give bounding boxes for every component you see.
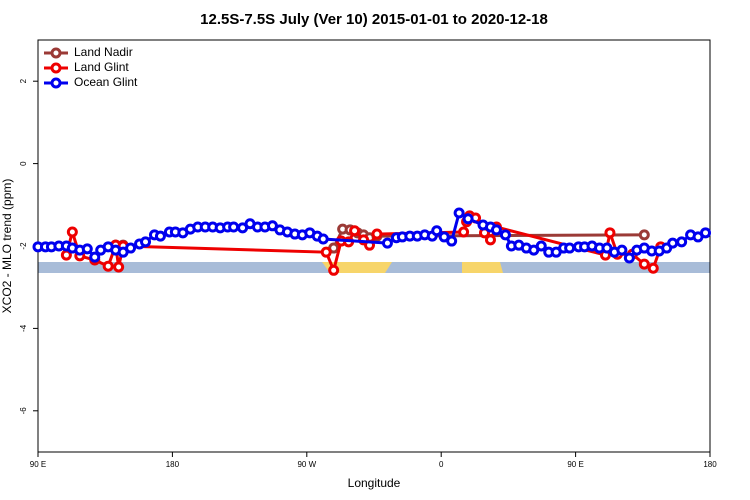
point bbox=[499, 229, 511, 241]
y-tick-label: 0 bbox=[19, 161, 28, 166]
point bbox=[453, 207, 465, 219]
point bbox=[604, 227, 616, 239]
point bbox=[616, 244, 628, 256]
legend-label: Ocean Glint bbox=[74, 75, 138, 89]
point bbox=[154, 230, 166, 242]
point bbox=[140, 236, 152, 248]
point bbox=[102, 260, 114, 272]
point bbox=[317, 233, 329, 245]
y-tick-label: 2 bbox=[19, 78, 28, 83]
point bbox=[638, 258, 650, 270]
point bbox=[623, 252, 635, 264]
x-axis-label: Longitude bbox=[348, 476, 401, 490]
legend-label: Land Glint bbox=[74, 60, 129, 74]
point bbox=[320, 246, 332, 258]
point bbox=[89, 251, 101, 263]
legend-label: Land Nadir bbox=[74, 45, 133, 59]
point bbox=[349, 225, 361, 237]
point bbox=[667, 237, 679, 249]
legend-marker bbox=[50, 47, 62, 59]
y-tick-label: -2 bbox=[19, 242, 28, 250]
surface-strip bbox=[38, 262, 710, 273]
x-tick-label: 180 bbox=[703, 460, 717, 469]
point bbox=[113, 261, 125, 273]
point bbox=[458, 226, 470, 238]
x-tick-label: 90 E bbox=[30, 460, 46, 469]
point bbox=[81, 243, 93, 255]
chart-title: 12.5S-7.5S July (Ver 10) 2015-01-01 to 2… bbox=[200, 11, 548, 28]
point bbox=[535, 240, 547, 252]
x-tick-label: 180 bbox=[166, 460, 180, 469]
point bbox=[564, 242, 576, 254]
point bbox=[484, 234, 496, 246]
point bbox=[647, 262, 659, 274]
point bbox=[676, 236, 688, 248]
x-tick-label: 90 W bbox=[297, 460, 316, 469]
point bbox=[700, 227, 712, 239]
land-strip bbox=[322, 262, 392, 273]
point bbox=[66, 226, 78, 238]
point bbox=[328, 264, 340, 276]
point bbox=[490, 224, 502, 236]
x-tick-label: 90 E bbox=[567, 460, 583, 469]
legend-marker bbox=[50, 62, 62, 74]
point bbox=[381, 237, 393, 249]
point bbox=[638, 229, 650, 241]
point bbox=[446, 235, 458, 247]
y-axis-label: XCO2 - MLO trend (ppm) bbox=[0, 179, 14, 314]
point bbox=[125, 242, 137, 254]
point bbox=[371, 228, 383, 240]
x-tick-label: 0 bbox=[439, 460, 444, 469]
point bbox=[431, 225, 443, 237]
y-tick-label: -6 bbox=[19, 407, 28, 415]
point bbox=[228, 221, 240, 233]
point bbox=[462, 213, 474, 225]
land-strip bbox=[462, 262, 503, 273]
y-tick-label: -4 bbox=[19, 324, 28, 332]
legend-marker bbox=[50, 77, 62, 89]
